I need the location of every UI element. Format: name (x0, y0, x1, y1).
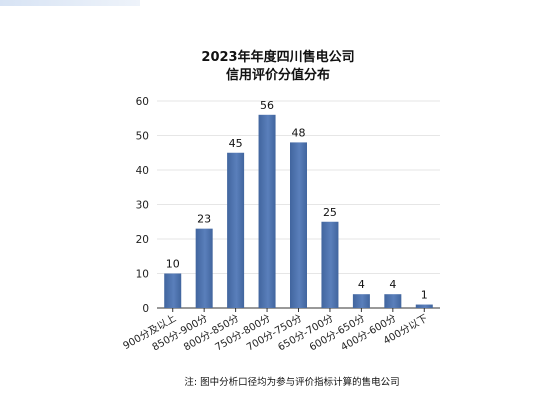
chart-subtitle: 信用评价分值分布 (226, 67, 330, 83)
data-label: 1 (421, 289, 428, 302)
data-label: 4 (358, 278, 365, 291)
bar (321, 221, 339, 308)
data-label: 48 (292, 126, 306, 139)
top-decoration-strip (0, 0, 140, 6)
bar (164, 273, 182, 308)
data-label: 4 (389, 278, 396, 291)
bar (227, 152, 245, 308)
chart-title: 2023年年度四川售电公司 (201, 49, 354, 65)
bar (352, 294, 370, 308)
bar (258, 114, 276, 308)
y-tick-label: 30 (136, 200, 149, 212)
data-label: 25 (323, 206, 337, 219)
data-label: 56 (260, 99, 274, 112)
bar (415, 304, 433, 308)
bar (384, 294, 402, 308)
data-label: 45 (229, 137, 243, 150)
y-tick-label: 50 (136, 131, 149, 143)
y-tick-label: 10 (136, 269, 149, 281)
data-label: 23 (197, 213, 211, 226)
data-label: 10 (166, 258, 180, 271)
y-tick-label: 20 (136, 234, 149, 246)
bar (195, 228, 213, 308)
y-tick-label: 60 (136, 96, 149, 108)
bar (290, 142, 307, 308)
y-tick-label: 0 (142, 303, 149, 315)
chart-note: 注: 图中分析口径均为参与评价指标计算的售电公司 (184, 376, 399, 388)
y-tick-label: 40 (136, 165, 149, 177)
